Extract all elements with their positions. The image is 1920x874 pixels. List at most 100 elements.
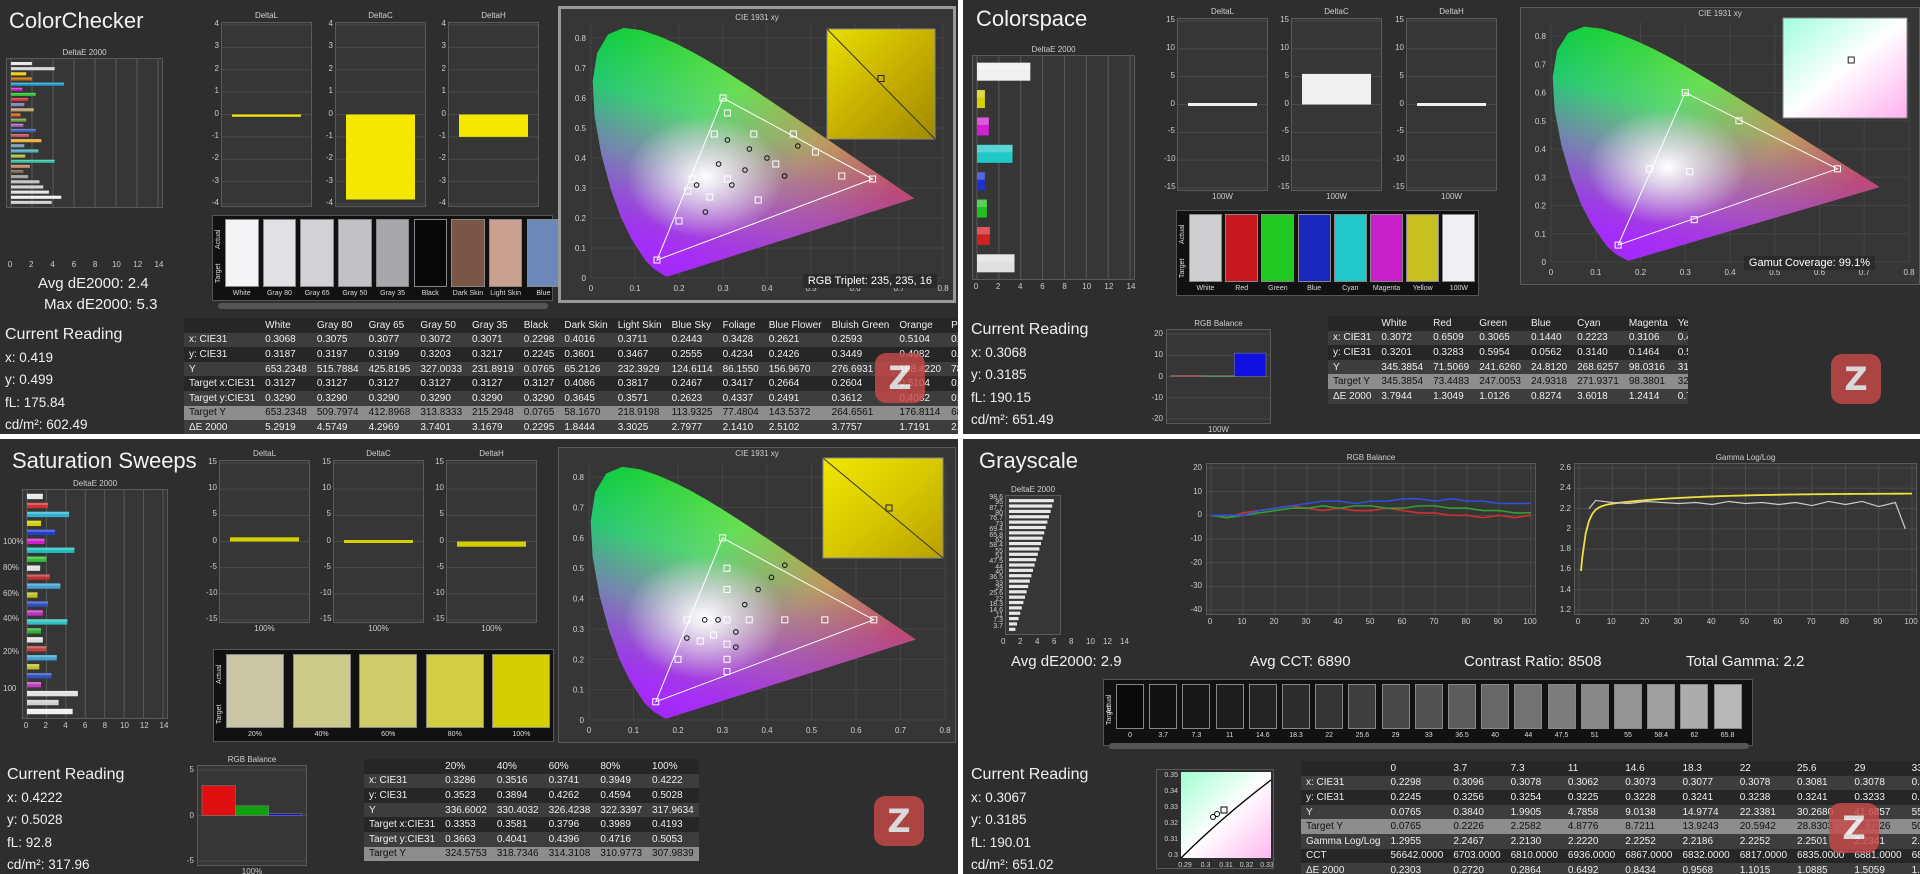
color-swatch[interactable] xyxy=(1448,684,1476,729)
color-swatch[interactable] xyxy=(1297,214,1331,282)
table-cell: 1.0126 xyxy=(1474,388,1526,404)
color-swatch[interactable] xyxy=(1248,684,1277,729)
data-table[interactable]: WhiteRedGreenBlueCyanMagentaYellow100Wx:… xyxy=(1328,316,1688,432)
swatch-scrollbar[interactable] xyxy=(1109,743,1749,749)
current-reading: Current Reading x: 0.3068 y: 0.3185 fL: … xyxy=(971,319,1088,432)
saturation-sweeps-quadrant: Saturation Sweeps DeltaE 2000 100% 80% 60%… xyxy=(0,439,958,874)
deltae-bar xyxy=(977,226,990,245)
color-swatch[interactable] xyxy=(1261,214,1295,282)
table-cell: 0.1 xyxy=(946,390,958,406)
color-swatch[interactable] xyxy=(425,654,484,728)
color-swatch[interactable] xyxy=(292,654,351,728)
x-tick-label: 0.7 xyxy=(1859,268,1871,277)
color-swatch[interactable] xyxy=(1406,214,1440,282)
delta-deltal-chart: DeltaL xyxy=(219,449,311,623)
data-table[interactable]: 20% 40% 60% 80% 100% x: CIE31 0.3286 0.3516 0.37… xyxy=(364,759,784,874)
deltae-bar xyxy=(27,520,42,527)
swatch-label: Yellow xyxy=(1412,285,1433,292)
color-swatch[interactable] xyxy=(359,654,418,728)
color-swatch[interactable] xyxy=(300,219,334,287)
table-cell: 247.0053 xyxy=(1474,374,1526,389)
color-swatch[interactable] xyxy=(1547,684,1576,729)
color-swatch[interactable] xyxy=(1116,684,1144,729)
y-tick-label: 0.34 xyxy=(1164,788,1178,795)
color-swatch[interactable] xyxy=(1370,214,1403,282)
swatch-scrollbar[interactable] xyxy=(218,303,548,309)
bar-highlight xyxy=(27,637,43,640)
swatch-label: 0 xyxy=(1128,732,1132,739)
x-tick-label: 100 xyxy=(1904,617,1918,626)
color-swatch[interactable] xyxy=(1442,214,1476,282)
color-swatch[interactable] xyxy=(375,219,410,287)
bar-highlight xyxy=(977,226,990,235)
deltae-y-labels: 98.6 95 87.7 80 76.7 73 69.4 65.8 62 58.4 55 51 47.5… xyxy=(977,494,1005,635)
swatch-label: 22 xyxy=(1325,732,1334,739)
color-swatch[interactable] xyxy=(1414,684,1443,729)
color-swatch[interactable] xyxy=(226,654,284,728)
color-swatch[interactable] xyxy=(526,219,561,287)
color-swatch[interactable] xyxy=(413,219,447,287)
color-swatch[interactable] xyxy=(1149,684,1178,729)
color-swatch[interactable] xyxy=(1189,214,1222,282)
deltae-title: DeltaE 2000 xyxy=(62,48,107,57)
color-swatch[interactable] xyxy=(1348,684,1377,729)
color-swatch[interactable] xyxy=(1614,684,1642,729)
y-tick-label: 3 xyxy=(328,41,333,51)
x-tick-label: 100 xyxy=(1523,617,1537,626)
bar-highlight xyxy=(27,708,73,712)
data-table[interactable]: White Gray 80 Gray 65 Gray 50 Gray 35 Black Da… xyxy=(184,318,958,434)
swatch-strip[interactable]: Actual Target 20% 40% 60% 80% 100% xyxy=(213,649,554,742)
color-swatch[interactable] xyxy=(451,219,485,287)
y-tick-label: 0 xyxy=(1170,98,1175,108)
bar-highlight xyxy=(27,664,40,667)
deltae-bar xyxy=(27,565,41,571)
delta-x-label: 100W xyxy=(1212,192,1233,201)
table-cell: 0.3254 xyxy=(1505,790,1563,805)
color-swatch[interactable] xyxy=(1647,684,1676,729)
table-cell: 0.3187 xyxy=(260,347,312,362)
swatch-strip[interactable]: Actual Target 0 3.7 7.3 11 14.6 18.3 22 25.6 29 33 3… xyxy=(1103,679,1753,746)
color-swatch[interactable] xyxy=(1215,684,1244,729)
swatch-strip[interactable]: Actual Target White Gray 80 Gray 65 Gray 50 Gr… xyxy=(212,215,561,301)
color-swatch[interactable] xyxy=(492,654,551,728)
color-swatch[interactable] xyxy=(1333,214,1367,282)
table-cell: 326.4238 xyxy=(543,802,596,818)
deltae-bar xyxy=(11,67,55,71)
color-swatch[interactable] xyxy=(1282,684,1310,729)
color-swatch[interactable] xyxy=(1514,684,1543,729)
deltae-bar xyxy=(27,672,52,679)
color-swatch[interactable] xyxy=(1680,684,1709,729)
delta-plot xyxy=(1292,20,1383,189)
y-tick-label: -15 xyxy=(206,614,218,623)
color-swatch[interactable] xyxy=(262,219,297,287)
y-tick-label: -4 xyxy=(325,198,333,207)
table-cell: 0.3290 xyxy=(518,390,560,406)
color-swatch[interactable] xyxy=(1713,684,1742,729)
table-cell: 14.6 xyxy=(1620,761,1678,776)
deltae-bar xyxy=(11,195,62,199)
color-swatch[interactable] xyxy=(1225,214,1259,282)
rgb-balance-title: RGB Balance xyxy=(1194,319,1243,328)
swatch-strip[interactable]: Actual Target White Red Green Blue Cyan Magenta… xyxy=(1176,210,1479,296)
color-swatch[interactable] xyxy=(1315,684,1344,729)
color-swatch[interactable] xyxy=(338,219,372,287)
table-cell: 0.3217 xyxy=(467,347,519,362)
table-cell: 0.3817 xyxy=(612,376,667,391)
table-cell: 0.2245 xyxy=(1385,790,1449,805)
table-cell: 1.3049 xyxy=(1428,388,1475,404)
color-swatch[interactable] xyxy=(488,219,523,287)
color-swatch[interactable] xyxy=(1481,684,1510,729)
color-swatch[interactable] xyxy=(1381,684,1410,729)
deltae-bar xyxy=(11,113,21,117)
color-swatch[interactable] xyxy=(225,219,259,287)
color-swatch[interactable] xyxy=(1182,684,1211,729)
cie-chart: CIE 1931 xy 0.8 0.7 0.6 0.5 0.4 0.3 0.2 0.1 0 0 0.… xyxy=(558,6,956,303)
swatch-label: 20% xyxy=(247,731,262,738)
rgb-bar xyxy=(268,813,303,816)
delta-chart-title: DeltaC xyxy=(368,11,393,20)
bar-highlight xyxy=(11,185,44,187)
y-tick-label: -4 xyxy=(438,198,446,207)
color-swatch[interactable] xyxy=(1580,684,1609,729)
table-cell: Pur xyxy=(946,318,958,333)
